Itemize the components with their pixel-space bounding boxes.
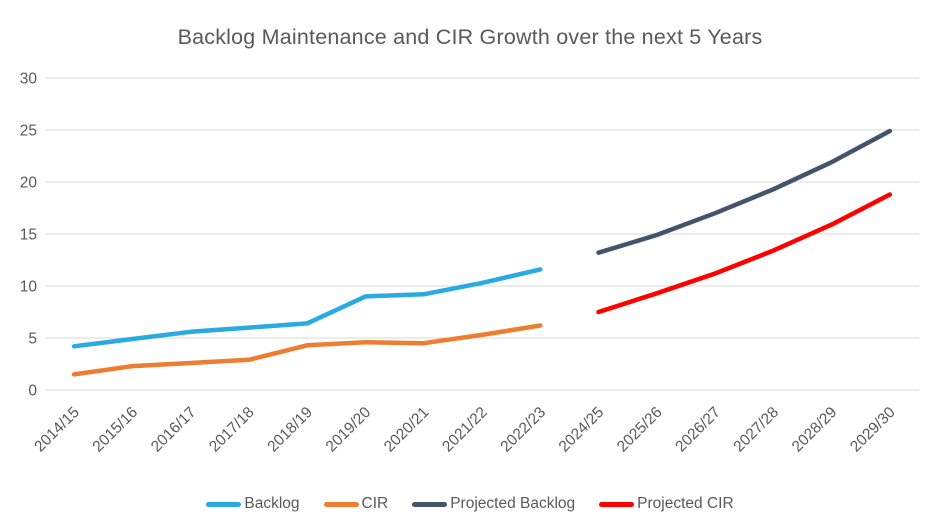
x-axis-tick-label: 2020/21 — [381, 404, 433, 456]
y-axis-tick-label: 10 — [20, 279, 38, 296]
legend-item-backlog[interactable]: Backlog — [206, 495, 300, 513]
series-line-backlog[interactable] — [71, 267, 543, 349]
x-axis-tick-label: 2027/28 — [730, 404, 782, 456]
x-axis-tick-label: 2026/27 — [672, 404, 724, 456]
legend-label: Projected Backlog — [450, 495, 576, 512]
x-axis-tick-label: 2029/30 — [847, 404, 899, 456]
x-axis-tick-label: 2014/15 — [31, 404, 83, 456]
legend-item-projected-cir[interactable]: Projected CIR — [599, 495, 734, 513]
x-axis-tick-label: 2021/22 — [439, 404, 491, 456]
y-axis-tick-label: 0 — [28, 383, 37, 400]
x-axis-tick-label: 2022/23 — [497, 404, 549, 456]
x-axis-tick-label: 2016/17 — [148, 404, 200, 456]
x-axis-tick-label: 2018/19 — [264, 404, 316, 456]
x-axis-tick-label: 2017/18 — [206, 404, 258, 456]
legend-swatch-projected-cir — [599, 501, 635, 507]
legend-item-projected-backlog[interactable]: Projected Backlog — [412, 495, 575, 513]
y-axis-tick-label: 20 — [20, 175, 38, 192]
series-line-projected-backlog[interactable] — [596, 128, 893, 255]
legend-label: CIR — [361, 495, 389, 512]
legend-swatch-backlog — [206, 501, 242, 507]
y-axis-tick-label: 25 — [20, 123, 37, 140]
y-axis-tick-label: 30 — [20, 71, 38, 88]
chart-title: Backlog Maintenance and CIR Growth over … — [177, 25, 763, 49]
y-axis-tick-label: 5 — [28, 331, 37, 348]
legend-label: Projected CIR — [637, 495, 734, 512]
x-axis-tick-label: 2025/26 — [614, 404, 666, 456]
y-axis-tick-label: 15 — [20, 227, 37, 244]
x-axis-tick-label: 2019/20 — [323, 404, 375, 456]
series-line-cir[interactable] — [71, 323, 543, 377]
legend-swatch-projected-backlog — [412, 501, 448, 507]
x-axis-tick-label: 2015/16 — [90, 404, 142, 456]
legend: Backlog CIR Projected Backlog Projected CIR — [0, 495, 940, 513]
legend-item-cir[interactable]: CIR — [323, 495, 389, 513]
x-axis-tick-label: 2028/29 — [789, 404, 841, 456]
legend-swatch-cir — [323, 501, 359, 507]
legend-label: Backlog — [244, 495, 300, 512]
x-axis-tick-label: 2024/25 — [556, 404, 608, 456]
plot-area: 0 5 10 15 20 25 30 2014/15 2015/16 2016/17 2017/18… — [20, 71, 919, 456]
series-line-projected-cir[interactable] — [596, 192, 893, 315]
